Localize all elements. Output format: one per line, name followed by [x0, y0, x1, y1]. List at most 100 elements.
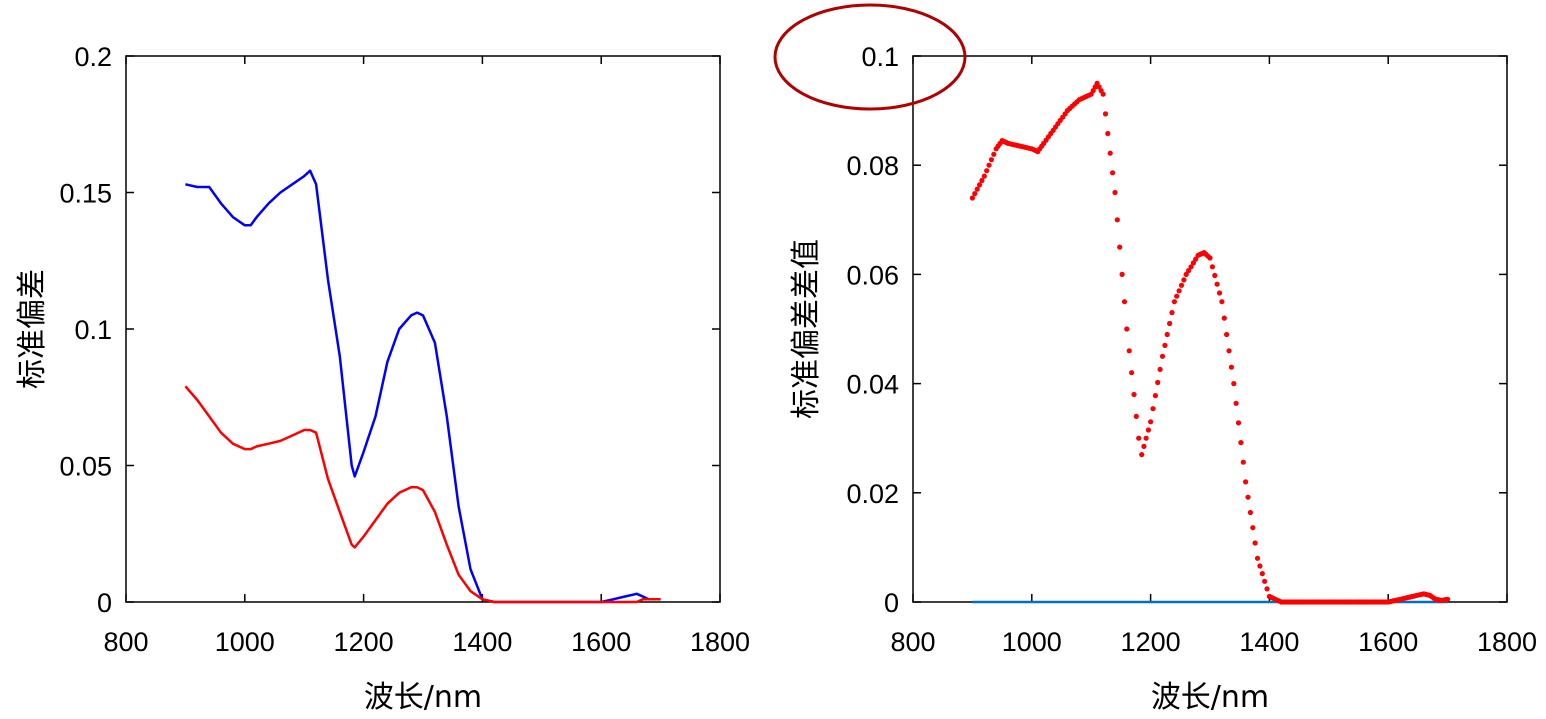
- scatter-point: [1114, 217, 1120, 223]
- right-chart: 800 1000 1200 1400 1600 1800 0 0.02 0.04 0.06 0.0…: [773, 3, 1537, 715]
- scatter-point: [1148, 419, 1154, 425]
- scatter-point: [1193, 256, 1199, 262]
- scatter-point: [1107, 150, 1113, 156]
- scatter-point: [1445, 596, 1451, 602]
- right-x-tick-label: 1000: [1002, 627, 1062, 657]
- scatter-point: [1219, 299, 1225, 305]
- scatter-point: [1150, 406, 1156, 412]
- scatter-point: [1238, 440, 1244, 446]
- left-series-line-2: [184, 385, 661, 604]
- left-ticks: [125, 55, 721, 603]
- right-x-tick-label: 1400: [1239, 627, 1299, 657]
- scatter-point: [1141, 443, 1147, 449]
- scatter-point: [979, 177, 985, 184]
- scatter-point: [1259, 571, 1265, 577]
- scatter-point: [1121, 299, 1128, 305]
- scatter-point: [1117, 244, 1123, 250]
- left-y-tick-label: 0.05: [59, 452, 112, 482]
- scatter-point: [1102, 111, 1109, 117]
- scatter-point: [1159, 353, 1166, 359]
- right-y-tick-labels: 0 0.02 0.04 0.06 0.08 0.1: [846, 42, 899, 618]
- scatter-point: [1212, 272, 1218, 279]
- left-y-tick-label: 0.1: [74, 315, 112, 345]
- right-x-tick-label: 1800: [1477, 627, 1537, 657]
- left-series-group: [184, 169, 661, 604]
- scatter-point: [1235, 420, 1242, 426]
- scatter-point: [969, 195, 976, 201]
- left-y-tick-label: 0.15: [59, 179, 112, 209]
- scatter-point: [1155, 379, 1161, 386]
- scatter-point: [1257, 563, 1263, 569]
- scatter-point: [1167, 320, 1173, 327]
- scatter-point: [1131, 391, 1137, 398]
- right-plot-frame: [912, 55, 1508, 603]
- scatter-point: [1157, 366, 1163, 372]
- scatter-point: [1221, 315, 1227, 321]
- scatter-point: [1181, 277, 1187, 283]
- scatter-point: [1243, 479, 1249, 485]
- scatter-point: [1162, 342, 1168, 348]
- left-x-tick-label: 1600: [571, 627, 631, 657]
- scatter-point: [1247, 509, 1253, 516]
- left-series-line-1: [185, 169, 661, 604]
- scatter-point: [1174, 293, 1180, 299]
- right-x-tick-labels: 800 1000 1200 1400 1600 1800: [890, 627, 1537, 657]
- right-y-tick-label: 0.08: [846, 151, 899, 181]
- left-x-tick-label: 1000: [215, 627, 275, 657]
- scatter-point: [1216, 290, 1223, 296]
- scatter-point: [986, 162, 992, 168]
- scatter-point: [1214, 281, 1220, 287]
- scatter-point: [1245, 494, 1251, 500]
- left-x-tick-labels: 800 1000 1200 1400 1600 1800: [103, 627, 750, 657]
- right-x-tick-label: 1200: [1121, 627, 1181, 657]
- right-x-tick-label: 800: [890, 627, 935, 657]
- scatter-point: [974, 186, 980, 192]
- scatter-point: [1169, 310, 1175, 316]
- highlight-ellipse: [773, 3, 967, 111]
- left-x-tick-label: 1200: [334, 627, 394, 657]
- scatter-point: [1190, 260, 1196, 266]
- scatter-point: [1164, 331, 1170, 338]
- right-y-tick-label: 0.06: [846, 260, 899, 290]
- scatter-point: [1152, 393, 1158, 399]
- right-y-axis-title: 标准偏差差值: [789, 239, 824, 419]
- right-scatter-points: [969, 80, 1451, 605]
- scatter-point: [1136, 435, 1142, 441]
- scatter-point: [991, 151, 997, 157]
- scatter-point: [1129, 370, 1135, 376]
- scatter-point: [1250, 525, 1256, 531]
- right-y-tick-label: 0.1: [861, 42, 899, 72]
- scatter-point: [1264, 586, 1270, 592]
- scatter-point: [1171, 299, 1177, 305]
- scatter-point: [984, 168, 990, 174]
- scatter-point: [976, 182, 983, 188]
- scatter-point: [1176, 288, 1182, 294]
- scatter-point: [1209, 264, 1215, 270]
- scatter-point: [1143, 435, 1149, 441]
- scatter-point: [988, 157, 995, 163]
- right-x-axis-title: 波长/nm: [1151, 680, 1269, 715]
- scatter-point: [1100, 91, 1106, 97]
- right-x-tick-label: 1600: [1358, 627, 1418, 657]
- right-ticks: [912, 55, 1508, 603]
- scatter-point: [1228, 364, 1234, 370]
- scatter-point: [1112, 189, 1118, 196]
- left-y-tick-label: 0: [97, 588, 112, 618]
- scatter-point: [1186, 268, 1192, 274]
- scatter-point: [1119, 271, 1125, 277]
- scatter-point: [1254, 555, 1261, 561]
- scatter-point: [1183, 271, 1189, 277]
- right-y-tick-label: 0.02: [846, 479, 899, 509]
- left-x-tick-label: 1800: [690, 627, 750, 657]
- scatter-point: [1126, 348, 1132, 354]
- right-y-tick-label: 0.04: [846, 370, 899, 400]
- scatter-point: [1133, 413, 1139, 419]
- left-y-tick-labels: 0 0.05 0.1 0.15 0.2: [59, 42, 112, 618]
- scatter-point: [981, 173, 987, 179]
- scatter-point: [1110, 170, 1116, 176]
- left-x-tick-label: 800: [103, 627, 148, 657]
- scatter-point: [972, 191, 978, 197]
- left-y-axis-title: 标准偏差: [15, 269, 50, 389]
- scatter-point: [1231, 381, 1237, 387]
